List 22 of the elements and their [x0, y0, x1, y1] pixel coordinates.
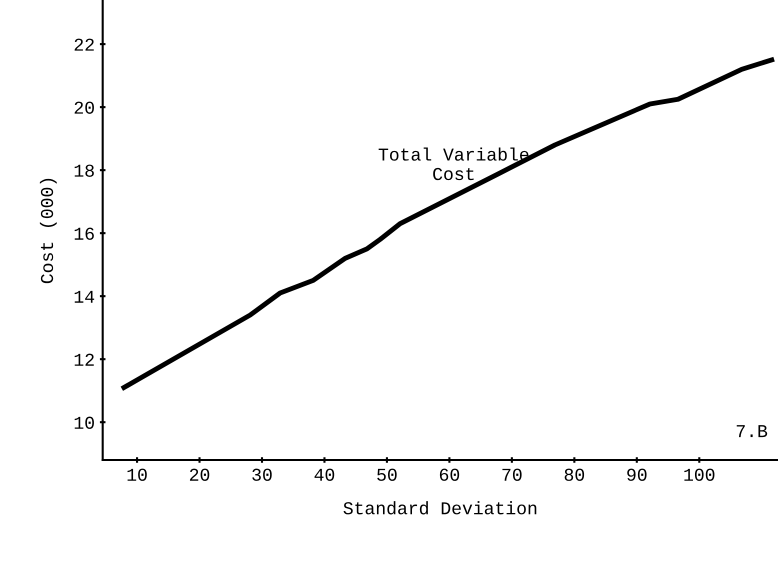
x-tick-label: 100	[684, 468, 714, 481]
x-tick-label: 60	[440, 468, 460, 481]
y-tick-label: 14	[74, 290, 94, 303]
y-tick-label: 22	[74, 38, 94, 51]
y-tick-label: 16	[74, 228, 94, 240]
annotation: Total Variable Cost	[378, 147, 529, 180]
y-axis-title: Cost (000)	[40, 178, 57, 284]
x-tick-label: 30	[252, 468, 272, 481]
x-tick-label: 80	[564, 468, 584, 481]
annotation: 7.B	[736, 425, 768, 438]
x-tick-label: 10	[128, 468, 147, 481]
x-tick-label: 90	[627, 468, 647, 481]
x-tick-label: 50	[377, 468, 397, 481]
x-tick-label: 40	[314, 468, 334, 481]
line-series	[122, 57, 774, 390]
y-tick-label: 18	[74, 164, 94, 177]
x-tick-label: 20	[190, 468, 210, 481]
y-tick-label: 12	[74, 354, 94, 366]
y-tick-label: 20	[74, 102, 94, 114]
y-tick-label: 10	[74, 416, 94, 429]
x-axis-title: Standard Deviation	[344, 501, 536, 514]
x-tick-label: 70	[502, 468, 522, 481]
